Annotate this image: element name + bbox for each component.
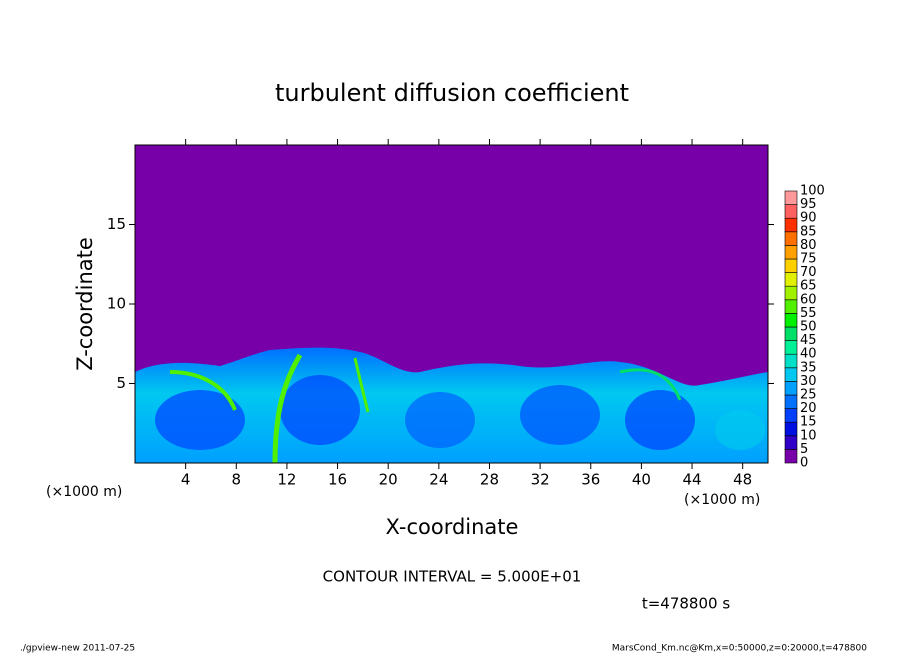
- colorbar-label: 30: [800, 374, 817, 389]
- colorbar-band: [784, 340, 798, 355]
- x-tick-label: 4: [181, 471, 191, 489]
- colorbar-band: [784, 435, 798, 450]
- y-tick-label: 5: [116, 374, 126, 392]
- colorbar-label: 90: [800, 211, 817, 226]
- colorbar-label: 85: [800, 224, 817, 239]
- footer-left: ./gpview-new 2011-07-25: [20, 644, 135, 654]
- x-tick-label: 32: [531, 471, 550, 489]
- colorbar-band: [784, 204, 798, 219]
- colorbar-label: 60: [800, 292, 817, 307]
- colorbar-label: 0: [800, 456, 808, 471]
- x-tick-label: 48: [733, 471, 752, 489]
- colorbar-label: 50: [800, 320, 817, 335]
- colorbar-band: [784, 299, 798, 314]
- colorbar-label: 95: [800, 197, 817, 212]
- y-tick-label: 10: [107, 295, 126, 313]
- colorbar-label: 25: [800, 388, 817, 403]
- time-label: t=478800 s: [642, 595, 730, 613]
- colorbar-band: [784, 367, 798, 382]
- colorbar-label: 80: [800, 238, 817, 253]
- y-unit: (×1000 m): [46, 484, 122, 500]
- x-axis-label: X-coordinate: [386, 515, 519, 539]
- x-tick-label: 20: [379, 471, 398, 489]
- colorbar-band: [784, 258, 798, 273]
- colorbar-band: [784, 408, 798, 423]
- x-tick-label: 40: [632, 471, 651, 489]
- colorbar-band: [784, 449, 798, 464]
- colorbar-band: [784, 421, 798, 437]
- x-tick-label: 24: [429, 471, 448, 489]
- colorbar-band: [784, 381, 798, 396]
- colorbar-label: 15: [800, 415, 817, 430]
- colorbar-band: [784, 394, 798, 409]
- x-tick-label: 8: [232, 471, 242, 489]
- chart-title: turbulent diffusion coefficient: [275, 79, 629, 107]
- field: [135, 347, 768, 463]
- x-tick-label: 44: [682, 471, 701, 489]
- colorbar-band: [784, 245, 798, 260]
- colorbar-label: 65: [800, 279, 817, 294]
- colorbar-label: 35: [800, 360, 817, 375]
- x-tick-label: 36: [581, 471, 600, 489]
- colorbar-band: [784, 217, 798, 233]
- colorbar-label: 45: [800, 333, 817, 348]
- colorbar-label: 55: [800, 306, 817, 321]
- y-axis-label: Z-coordinate: [73, 237, 97, 371]
- colorbar-band: [784, 326, 798, 341]
- footer-right: MarsCond_Km.nc@Km,x=0:50000,z=0:20000,t=…: [612, 644, 867, 654]
- colorbar-band: [784, 272, 798, 287]
- colorbar-label: 70: [800, 265, 817, 280]
- x-unit: (×1000 m): [684, 492, 760, 508]
- colorbar-label: 10: [800, 428, 817, 443]
- colorbar-label: 75: [800, 252, 817, 267]
- colorbar-band: [784, 285, 798, 301]
- x-tick-label: 12: [277, 471, 296, 489]
- colorbar-band: [784, 190, 798, 205]
- colorbar-band: [784, 231, 798, 246]
- colorbar-label: 5: [800, 442, 808, 457]
- colorbar-label: 20: [800, 401, 817, 416]
- colorbar-label: 40: [800, 347, 817, 362]
- contour-interval: CONTOUR INTERVAL = 5.000E+01: [323, 568, 582, 586]
- x-tick-label: 28: [480, 471, 499, 489]
- x-tick-label: 16: [328, 471, 347, 489]
- colorbar-label: 100: [800, 184, 825, 199]
- y-tick-label: 15: [107, 215, 126, 233]
- colorbar-band: [784, 353, 798, 369]
- colorbar-band: [784, 313, 798, 328]
